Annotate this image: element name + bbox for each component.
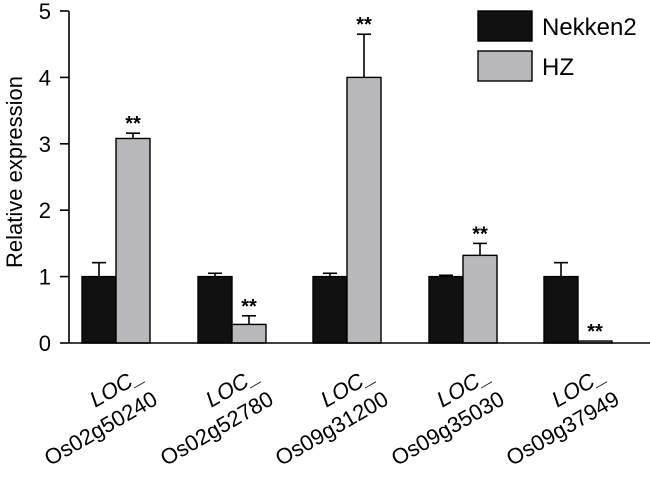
significance-marker: ** <box>125 113 141 135</box>
y-tick-label: 0 <box>39 331 51 356</box>
significance-marker: ** <box>356 14 372 36</box>
bar-nekken2-2 <box>197 275 233 344</box>
significance-marker: ** <box>587 321 603 343</box>
x-axis: LOC_Os02g50240 LOC_Os02g52780 LOC_Os09g312… <box>40 342 650 471</box>
bars: ** ** ** ** ** <box>81 14 613 344</box>
bar-nekken2-4 <box>428 275 464 344</box>
category-label: LOC_Os02g50240 <box>40 362 162 471</box>
legend-swatch-hz <box>477 50 533 82</box>
bar-hz-4 <box>462 254 498 344</box>
category-label: LOC_Os09g35030 <box>387 362 509 471</box>
y-axis-label: Relative expression <box>2 76 27 268</box>
legend-label: Nekken2 <box>542 14 637 41</box>
y-tick-label: 2 <box>39 198 51 223</box>
significance-marker: ** <box>241 296 257 318</box>
bar-hz-1 <box>115 137 151 344</box>
category-label: LOC_Os09g37949 <box>502 362 624 471</box>
bar-nekken2-5 <box>543 275 579 344</box>
category-label: LOC_Os02g52780 <box>156 362 278 471</box>
y-tick-label: 3 <box>39 132 51 157</box>
bar-nekken2-3 <box>312 275 348 344</box>
bar-hz-2 <box>231 323 267 344</box>
y-tick-label: 4 <box>39 65 51 90</box>
legend: Nekken2 HZ <box>477 10 637 82</box>
category-label: LOC_Os09g31200 <box>271 362 393 471</box>
bar-hz-3 <box>346 76 382 344</box>
bar-nekken2-1 <box>81 275 117 344</box>
y-tick-label: 1 <box>39 265 51 290</box>
significance-marker: ** <box>472 223 488 245</box>
y-axis: 0 1 2 3 4 5 <box>39 0 70 356</box>
y-tick-label: 5 <box>39 0 51 24</box>
legend-label: HZ <box>542 54 574 81</box>
legend-swatch-nekken2 <box>477 10 533 42</box>
